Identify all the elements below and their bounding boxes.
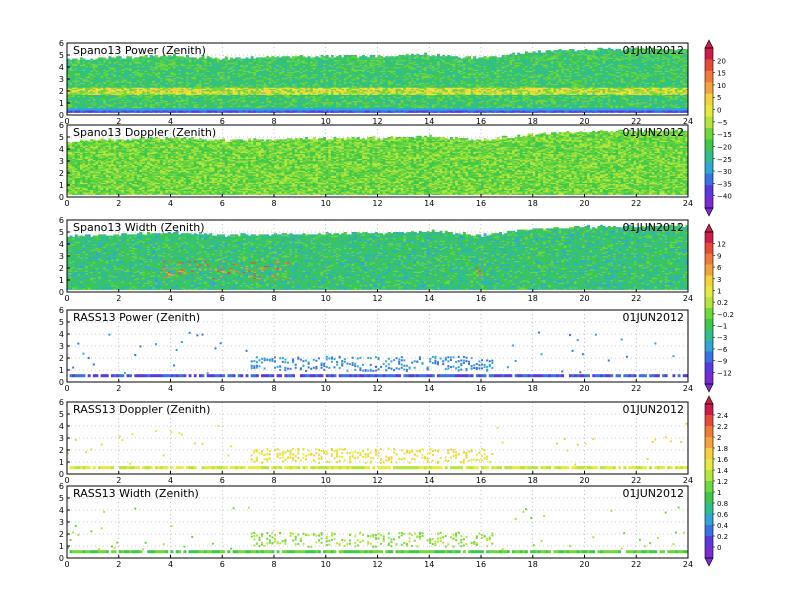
data-cell — [147, 57, 150, 59]
data-cell — [132, 59, 135, 61]
data-cell — [114, 57, 117, 59]
data-cell — [134, 57, 137, 59]
figure-canvas: 0 2 4 6 8 10 12 14 16 18 20 22 240123456Spano13 Powe… — [0, 0, 792, 612]
data-cell — [70, 60, 73, 62]
data-cell — [183, 57, 186, 59]
data-cell — [121, 59, 124, 61]
data-cell — [90, 59, 93, 61]
profiler-figure: 0 2 4 6 8 10 12 14 16 18 20 22 24 0 1 2 3 4 5 6 Spano13 Powe… — [0, 0, 792, 612]
data-cell — [106, 59, 109, 61]
data-cell — [111, 57, 114, 59]
data-cell — [191, 57, 194, 59]
data-cell — [199, 57, 202, 59]
data-cell — [137, 57, 140, 59]
data-cell — [83, 59, 86, 61]
data-cell — [204, 59, 207, 61]
data-cell — [85, 60, 88, 62]
data-cell — [124, 59, 127, 61]
data-cell — [80, 57, 83, 59]
data-cell — [77, 60, 80, 62]
data-cell — [75, 59, 78, 61]
data-cell — [72, 59, 75, 61]
data-cell — [189, 57, 192, 59]
data-cell — [101, 57, 104, 59]
data-cell — [194, 57, 197, 59]
data-cell — [88, 60, 91, 62]
data-cell — [98, 57, 101, 59]
data-cell — [93, 60, 96, 62]
data-cell — [95, 59, 98, 61]
data-cell — [158, 57, 161, 59]
data-cell — [103, 57, 106, 59]
data-cell — [196, 59, 199, 61]
